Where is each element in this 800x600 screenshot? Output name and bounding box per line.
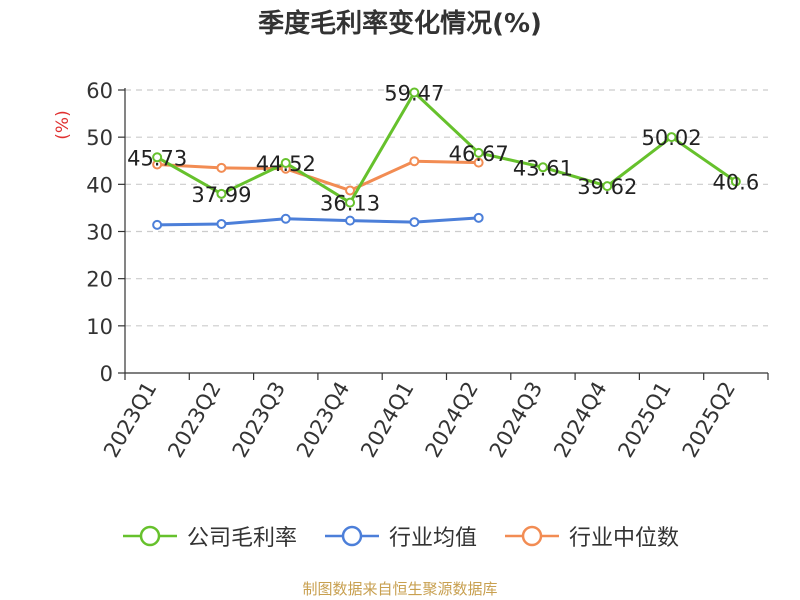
- data-label: 59.47: [384, 81, 444, 105]
- series-line-0: [156, 90, 737, 205]
- data-point: [473, 212, 484, 223]
- legend-marker-icon: [505, 525, 559, 547]
- y-tick-label: 40: [86, 173, 113, 197]
- data-label: 39.62: [577, 175, 637, 199]
- legend-label: 行业均值: [388, 526, 477, 551]
- legend-marker-icon: [324, 525, 379, 547]
- x-tick-label: 2024Q4: [549, 378, 611, 462]
- data-point: [345, 185, 356, 196]
- y-tick-label: 30: [86, 221, 113, 245]
- y-tick-label: 0: [100, 362, 113, 386]
- data-label: 40.6: [712, 171, 759, 195]
- x-tick-label: 2025Q2: [678, 378, 740, 462]
- legend: 公司毛利率 行业均值 行业中位数: [0, 520, 800, 552]
- data-label: 50.02: [641, 126, 701, 150]
- x-tick-label: 2024Q1: [356, 378, 418, 462]
- y-axis-label: (%): [53, 110, 73, 139]
- data-point: [666, 132, 677, 143]
- data-point: [409, 87, 420, 98]
- data-point: [473, 157, 484, 168]
- data-point: [473, 147, 484, 158]
- x-tick-label: 2025Q1: [613, 378, 675, 462]
- legend-marker-icon: [122, 525, 177, 547]
- data-point: [280, 158, 291, 169]
- legend-item-2[interactable]: 行业中位数: [503, 520, 679, 552]
- data-point: [409, 217, 420, 228]
- data-point: [345, 197, 356, 208]
- x-tick-label: 2024Q2: [421, 378, 483, 462]
- x-tick-label: 2023Q4: [292, 378, 354, 462]
- data-point: [730, 176, 741, 187]
- data-point: [409, 156, 420, 167]
- data-point: [345, 215, 356, 226]
- chart-title: 季度毛利率变化情况(%): [258, 8, 542, 39]
- legend-label: 行业中位数: [569, 526, 680, 551]
- x-tick-label: 2023Q2: [163, 378, 225, 462]
- data-point: [537, 162, 548, 173]
- x-tick-label: 2024Q3: [485, 378, 547, 462]
- legend-label: 公司毛利率: [186, 526, 297, 551]
- data-label: 36.13: [320, 192, 380, 216]
- data-label: 44.52: [256, 152, 316, 176]
- series-layer: [152, 87, 741, 230]
- data-point: [216, 162, 227, 173]
- y-tick-label: 10: [86, 315, 113, 339]
- data-label: 43.61: [513, 156, 573, 180]
- data-point: [216, 218, 227, 229]
- y-tick-label: 60: [86, 79, 113, 103]
- x-tick-label: 2023Q3: [228, 378, 290, 462]
- series-line-1: [157, 216, 479, 227]
- source-note: 制图数据来自恒生聚源数据库: [302, 580, 498, 598]
- data-label: 45.73: [127, 146, 187, 170]
- grid-lines: [125, 89, 768, 327]
- data-point: [280, 213, 291, 224]
- data-point: [216, 188, 227, 199]
- data-point: [602, 181, 613, 192]
- legend-item-1[interactable]: 行业均值: [323, 520, 477, 552]
- legend-item-0[interactable]: 公司毛利率: [121, 520, 297, 552]
- data-label: 46.67: [449, 142, 509, 166]
- y-tick-label: 20: [86, 268, 113, 292]
- series-line-2: [157, 159, 479, 192]
- data-point: [152, 152, 163, 163]
- data-label: 37.99: [191, 183, 251, 207]
- data-point: [152, 219, 163, 230]
- y-tick-label: 50: [86, 126, 113, 150]
- x-tick-label: 2023Q1: [99, 378, 161, 462]
